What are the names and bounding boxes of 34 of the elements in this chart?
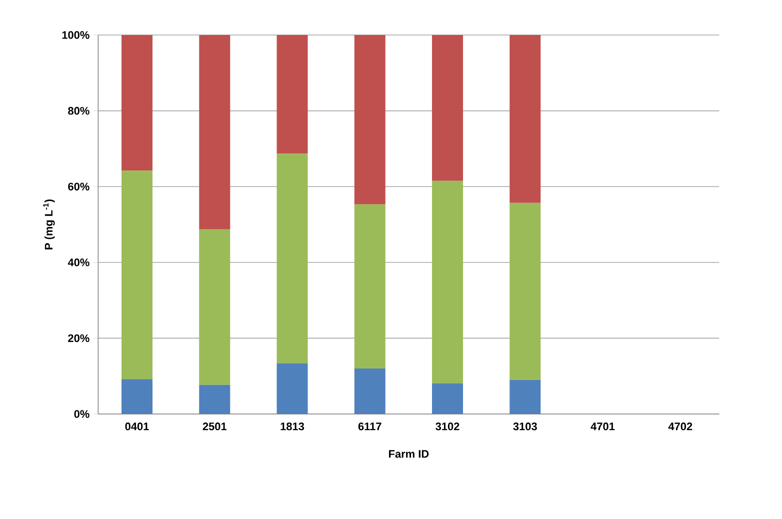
y-tick-label: 20% — [68, 334, 90, 342]
x-tick-label: 2501 — [202, 422, 226, 430]
bar — [276, 154, 308, 364]
y-tick-label: 60% — [68, 182, 90, 190]
bar — [354, 34, 386, 204]
bar — [432, 34, 464, 181]
bar — [276, 34, 308, 154]
x-tick-label: 6117 — [358, 422, 382, 430]
x-tick-label: 4702 — [668, 422, 692, 430]
x-tick-label: 0401 — [125, 422, 149, 430]
bar — [122, 170, 152, 380]
x-axis-title: Farm ID — [389, 450, 429, 458]
x-tick-label: 3102 — [436, 422, 460, 430]
bar — [510, 380, 541, 414]
y-tick-label: 80% — [68, 106, 90, 115]
y-tick-label: 100% — [62, 31, 90, 39]
bar — [122, 379, 152, 414]
bar — [510, 34, 541, 203]
y-axis-title: P (mg L$^{-1}$) — [43, 199, 55, 250]
bar — [122, 34, 152, 171]
bar — [354, 368, 386, 414]
y-tick-label: 0% — [74, 410, 90, 418]
bar — [199, 34, 230, 230]
bar — [432, 180, 464, 384]
bar — [199, 229, 230, 385]
bar — [510, 202, 541, 380]
bar — [276, 363, 308, 414]
x-tick-label: 1813 — [280, 422, 304, 430]
bar — [354, 204, 386, 369]
bar — [199, 384, 230, 414]
bar — [432, 383, 464, 414]
x-tick-label: 4701 — [590, 422, 615, 430]
y-tick-label: 40% — [68, 258, 90, 266]
x-tick-label: 3103 — [513, 422, 537, 430]
